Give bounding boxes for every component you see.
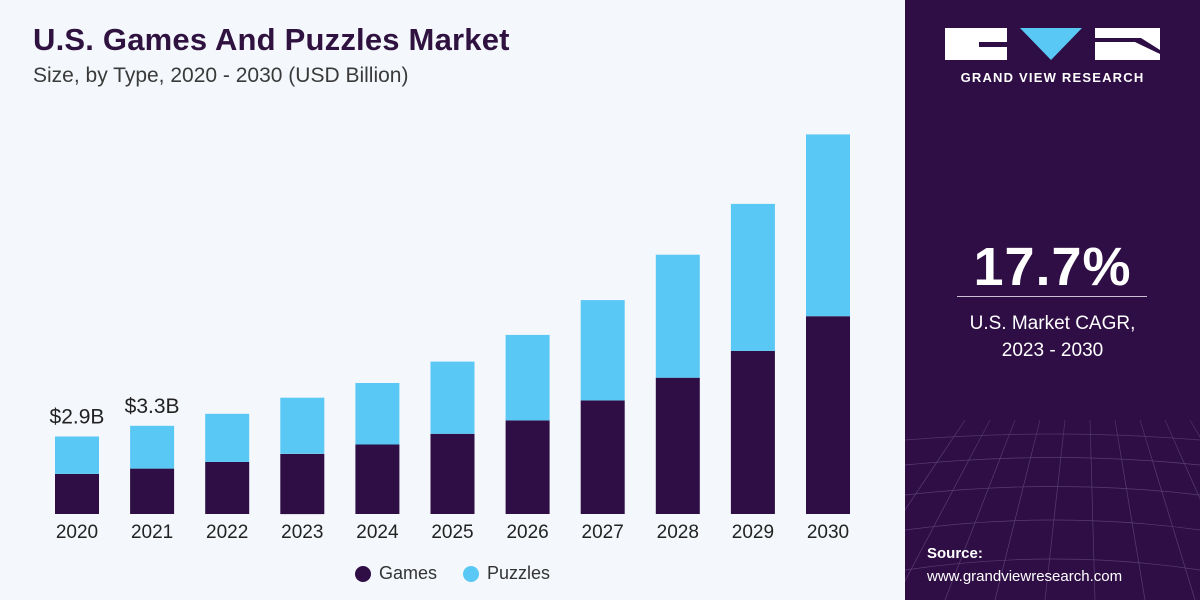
bar-puzzles-2021 [130,425,175,469]
bar-games-2023 [280,453,325,515]
bar-puzzles-2029 [730,203,775,351]
data-label-2021: $3.3B [125,395,180,418]
x-tick-2024: 2024 [356,522,399,543]
data-label-2020: $2.9B [50,406,105,429]
cagr-label-line1: U.S. Market CAGR, [969,313,1136,334]
bar-puzzles-2027 [580,300,625,401]
brand-name: GRAND VIEW RESEARCH [960,70,1145,85]
decorative-grid-background [905,300,1200,600]
bar-games-2021 [130,468,175,514]
chart-title: U.S. Games And Puzzles Market [33,22,510,57]
cagr-divider [957,296,1147,297]
bar-puzzles-2023 [280,397,325,454]
chart-area: U.S. Games And Puzzles Market Size, by T… [0,22,905,584]
bars-group [55,134,850,515]
bar-games-2029 [730,350,775,514]
bar-games-2026 [505,420,550,514]
chart-legend: Games Puzzles [0,563,905,584]
x-tick-2025: 2025 [431,522,473,543]
x-tick-2028: 2028 [657,522,699,543]
bar-games-2025 [430,433,475,514]
chart-subtitle: Size, by Type, 2020 - 2030 (USD Billion) [33,64,409,87]
x-tick-2021: 2021 [131,522,173,543]
x-tick-2023: 2023 [281,522,323,543]
bar-puzzles-2020 [55,436,99,474]
bar-puzzles-2024 [355,383,400,445]
cagr-value: 17.7% [973,237,1132,297]
x-tick-2027: 2027 [582,522,624,543]
x-axis-ticks: 2020 2021 2022 2023 2024 2025 2026 2027 2028 2029… [56,522,849,543]
stacked-bar-chart: $2.9B $3.3B 2020 2021 2022 2023 2024 2025 2026 2… [50,134,850,543]
bar-games-2027 [580,400,625,514]
x-tick-2029: 2029 [732,522,774,543]
x-tick-2022: 2022 [206,522,248,543]
legend-item-puzzles: Puzzles [463,563,550,584]
bar-games-2024 [355,444,400,514]
cagr-label-line2: 2023 - 2030 [1001,340,1104,361]
legend-label-puzzles: Puzzles [487,563,551,583]
bar-games-2028 [655,377,700,514]
bar-puzzles-2025 [430,361,475,434]
legend-swatch-games [354,565,371,582]
bar-puzzles-2030 [806,134,850,317]
bar-puzzles-2022 [205,413,250,462]
bar-games-2022 [205,461,250,514]
bar-games-2020 [55,473,99,514]
bar-games-2030 [806,316,850,514]
legend-item-games: Games [354,563,437,584]
source-url: www.grandviewresearch.com [927,568,1123,585]
legend-label-games: Games [378,563,437,583]
x-tick-2030: 2030 [807,522,849,543]
grand-view-research-logo [945,28,1160,60]
bar-puzzles-2026 [505,334,550,421]
x-tick-2026: 2026 [506,522,548,543]
cagr-label: U.S. Market CAGR, 2023 - 2030 [905,310,1200,364]
info-panel: GRAND VIEW RESEARCH 17.7% U.S. Market CA… [905,0,1200,600]
legend-swatch-puzzles [463,565,479,582]
data-labels-group: $2.9B $3.3B [50,395,180,429]
source-title: Source: [927,545,983,562]
bar-puzzles-2028 [655,254,700,378]
x-tick-2020: 2020 [56,522,98,543]
